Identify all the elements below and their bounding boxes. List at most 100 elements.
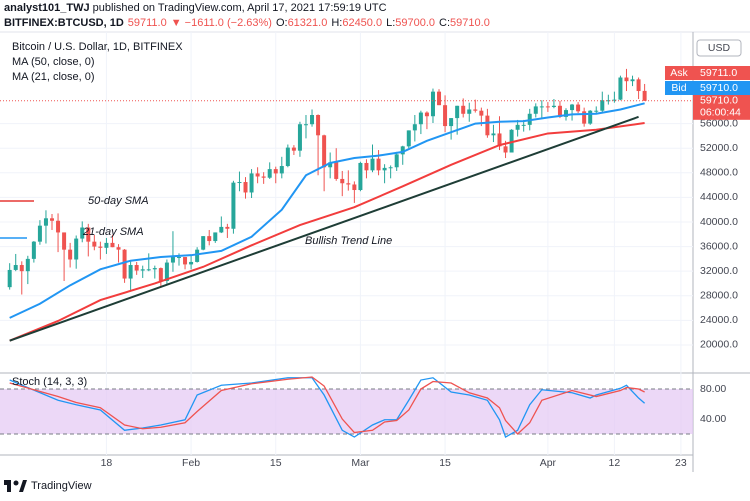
candle-body bbox=[297, 124, 302, 151]
candle-body bbox=[352, 184, 357, 191]
candle-body bbox=[533, 106, 538, 114]
candle-body bbox=[376, 158, 381, 171]
candle-body bbox=[13, 265, 18, 270]
candle-body bbox=[521, 124, 526, 126]
currency-box bbox=[696, 39, 742, 57]
x-tick-label: 15 bbox=[439, 457, 451, 469]
chart-title: Bitcoin / U.S. Dollar, 1D, BITFINEX bbox=[12, 41, 183, 53]
y-tick-label: 28000.0 bbox=[700, 290, 738, 302]
candle-body bbox=[576, 104, 581, 112]
candle-body bbox=[207, 236, 212, 242]
candle-body bbox=[279, 166, 284, 174]
candle-body bbox=[98, 246, 103, 248]
candle-body bbox=[310, 115, 315, 125]
candle-body bbox=[491, 133, 496, 136]
quote-tag bbox=[665, 81, 693, 95]
candle-body bbox=[473, 109, 478, 111]
candle-body bbox=[122, 249, 127, 279]
symbol: BITFINEX:BTCUSD, 1D bbox=[4, 17, 124, 29]
candle-body bbox=[128, 265, 133, 279]
candle-body bbox=[195, 249, 200, 262]
y-tick-label: 56000.0 bbox=[700, 117, 738, 129]
legend-entry: MA (50, close, 0) bbox=[12, 56, 95, 68]
annotation: 50-day SMA bbox=[88, 195, 149, 207]
candle-body bbox=[618, 77, 623, 100]
candle-body bbox=[7, 269, 12, 288]
candle-body bbox=[443, 105, 448, 127]
candle-body bbox=[134, 265, 139, 271]
candle-body bbox=[74, 238, 79, 260]
candle-body bbox=[564, 110, 569, 117]
candle-body bbox=[382, 167, 387, 171]
candle-body bbox=[497, 133, 502, 147]
ohlc-value: 59700.0 bbox=[395, 17, 435, 29]
candle-body bbox=[624, 77, 629, 82]
candle-body bbox=[551, 105, 556, 108]
candle-body bbox=[636, 79, 641, 92]
candle-body bbox=[449, 118, 454, 127]
candle-body bbox=[152, 268, 157, 270]
candle-body bbox=[612, 99, 617, 101]
trend-label: Bullish Trend Line bbox=[305, 235, 392, 247]
x-tick-label: 23 bbox=[675, 457, 687, 469]
y-tick-label: 80.00 bbox=[700, 383, 726, 395]
candle-body bbox=[334, 162, 339, 179]
change: ▼ −1611.0 (−2.63%) bbox=[171, 17, 272, 29]
y-tick-label: 40000.0 bbox=[700, 216, 738, 228]
candle-body bbox=[140, 269, 145, 271]
legend-entry: MA (21, close, 0) bbox=[12, 71, 95, 83]
candle-body bbox=[219, 226, 224, 233]
candle-body bbox=[515, 124, 520, 130]
candle-body bbox=[545, 106, 550, 108]
candle-body bbox=[642, 90, 647, 101]
countdown: 06:00:44 bbox=[700, 107, 741, 119]
candle-body bbox=[146, 269, 151, 271]
candle-body bbox=[43, 218, 48, 226]
candle-body bbox=[424, 112, 429, 117]
ohlc-value: 61321.0 bbox=[288, 17, 328, 29]
candle-body bbox=[62, 232, 67, 250]
ohlc-label: C: bbox=[439, 17, 450, 29]
candle-body bbox=[255, 173, 260, 177]
candle-body bbox=[557, 105, 562, 117]
symbol-line: BITFINEX:BTCUSD, 1D 59711.0 ▼ −1611.0 (−2.… bbox=[4, 17, 490, 29]
x-tick-label: 18 bbox=[101, 457, 113, 469]
candle-body bbox=[267, 169, 272, 178]
quote-name: Ask bbox=[670, 67, 688, 79]
logo bbox=[4, 480, 27, 492]
moving-average bbox=[9, 102, 645, 319]
candle-body bbox=[630, 79, 635, 82]
candle-body bbox=[68, 249, 73, 260]
candle-body bbox=[582, 111, 587, 124]
ohlc-label: O: bbox=[276, 17, 288, 29]
candle-body bbox=[50, 218, 55, 221]
candle-body bbox=[19, 265, 24, 272]
last: 59711.0 bbox=[128, 17, 167, 29]
trend-line bbox=[9, 115, 639, 342]
candle-body bbox=[158, 268, 163, 282]
candle-body bbox=[388, 167, 393, 169]
candle-body bbox=[164, 262, 169, 282]
y-tick-label: 36000.0 bbox=[700, 240, 738, 252]
quote-value: 59711.0 bbox=[700, 67, 737, 79]
candle-body bbox=[316, 115, 321, 136]
candle-body bbox=[370, 158, 375, 171]
candle-body bbox=[201, 236, 206, 250]
quote-box bbox=[693, 66, 750, 80]
candle-body bbox=[176, 257, 181, 259]
candle-body bbox=[322, 135, 327, 168]
candle-body bbox=[116, 247, 121, 250]
candle-body bbox=[346, 183, 351, 185]
candle-body bbox=[509, 129, 514, 153]
currency: USD bbox=[708, 42, 731, 54]
y-tick-label: 20000.0 bbox=[700, 339, 738, 351]
plot bbox=[0, 32, 693, 455]
candle-body bbox=[364, 162, 369, 171]
quote-box bbox=[693, 81, 750, 95]
y-tick-label: 52000.0 bbox=[700, 142, 738, 154]
x-tick-label: 12 bbox=[609, 457, 621, 469]
candle-body bbox=[291, 147, 296, 151]
stoch-line bbox=[9, 376, 645, 435]
candle-body bbox=[86, 227, 91, 242]
